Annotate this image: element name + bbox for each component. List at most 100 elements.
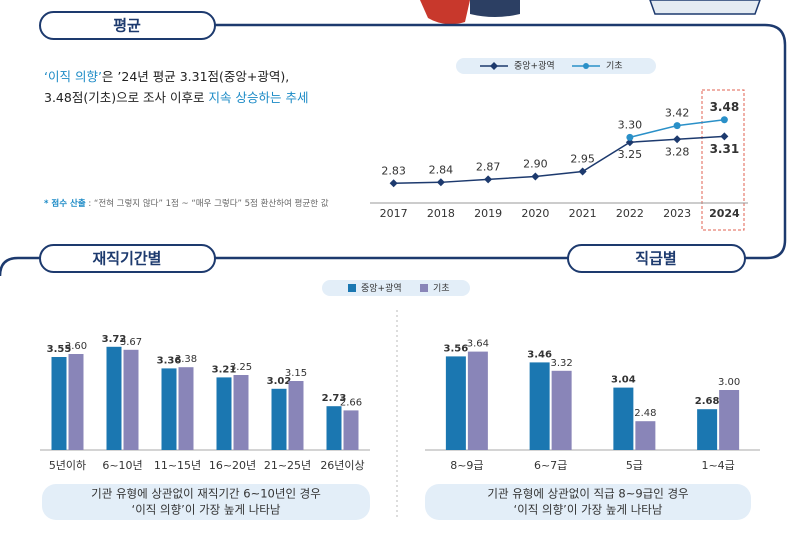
- value-label: 3.64: [467, 339, 489, 350]
- value-label: 2.66: [340, 397, 362, 408]
- summary-text: 은 ’24년 평균 3.31점(중앙+광역),: [102, 69, 289, 84]
- caption-box: [42, 484, 370, 520]
- x-tick-label: 2022: [616, 207, 644, 220]
- value-label: 3.60: [65, 341, 87, 352]
- bar: [326, 406, 342, 450]
- x-tick-label: 5급: [626, 459, 643, 472]
- note-label: * 점수 산출: [44, 198, 86, 209]
- bar: [467, 351, 488, 450]
- x-tick-label: 26년이상: [320, 459, 364, 472]
- x-tick-label: 2021: [569, 207, 597, 220]
- x-tick-label: 5년이하: [49, 458, 86, 472]
- x-tick-label: 2020: [521, 207, 549, 220]
- value-label: 2.73: [322, 393, 347, 404]
- legend-marker: [583, 63, 589, 69]
- point: [720, 116, 728, 124]
- frame-line: [0, 256, 40, 277]
- x-tick-label: 1~4급: [701, 459, 734, 472]
- value-label: 3.67: [120, 337, 142, 348]
- bar: [51, 357, 67, 450]
- value-label: 3.48: [710, 100, 740, 114]
- bar: [123, 349, 139, 450]
- point: [673, 135, 682, 144]
- bar: [551, 370, 572, 450]
- heading-pill: [39, 11, 216, 40]
- bar: [178, 367, 194, 450]
- heading: 재직기간별: [92, 250, 161, 268]
- bar: [216, 377, 232, 450]
- legend-label: 중앙+광역: [361, 282, 402, 294]
- summary-highlight: 지속 상승하는 추세: [209, 90, 309, 105]
- legend-box: [322, 280, 470, 296]
- caption: 기관 유형에 상관없이 직급 8~9급인 경우: [487, 487, 688, 501]
- bar: [68, 354, 84, 450]
- caption: ‘이직 의향’이 가장 높게 나타남: [514, 503, 663, 517]
- legend-swatch: [420, 284, 428, 292]
- x-tick-label: 2017: [380, 207, 408, 220]
- summary-text: 3.48점(기초)으로 조사 이후로: [44, 90, 209, 105]
- decor: [649, 0, 761, 15]
- value-label: 2.48: [634, 408, 656, 419]
- value-label: 2.68: [695, 396, 720, 407]
- heading-pill: [39, 244, 216, 273]
- value-label: 3.36: [157, 355, 182, 366]
- bar: [106, 346, 122, 450]
- x-tick-label: 2024: [709, 207, 740, 220]
- bar: [233, 375, 249, 450]
- value-label: 3.25: [618, 148, 643, 161]
- legend-label: 중앙+광역: [514, 60, 555, 72]
- point: [531, 172, 540, 181]
- value-label: 3.28: [665, 145, 690, 158]
- summary-highlight: ‘이직 의향’: [44, 69, 102, 84]
- value-label: 3.72: [102, 334, 127, 345]
- point: [436, 178, 445, 187]
- x-tick-label: 16~20년: [209, 459, 256, 472]
- point: [673, 122, 681, 130]
- value-label: 3.32: [550, 358, 572, 369]
- legend-box: [456, 58, 656, 74]
- bar: [271, 388, 287, 450]
- legend-marker: [490, 62, 498, 70]
- x-tick-label: 2019: [474, 207, 502, 220]
- value-label: 2.90: [523, 157, 548, 170]
- value-label: 3.30: [618, 118, 643, 131]
- note-text: : “전혀 그렇지 않다” 1점 ~ “매우 그렇다” 5점 환산하여 평균한 …: [86, 198, 329, 209]
- bar: [288, 381, 304, 450]
- point: [389, 179, 398, 188]
- summary: ‘이직 의향’은 ’24년 평균 3.31점(중앙+광역),: [44, 69, 289, 84]
- bar: [161, 368, 177, 450]
- value-label: 3.25: [230, 362, 252, 373]
- point: [578, 167, 587, 176]
- highlight-box: [701, 89, 745, 231]
- x-tick-label: 2018: [427, 207, 455, 220]
- x-tick-label: 2023: [663, 207, 691, 220]
- value-label: 3.02: [267, 376, 292, 387]
- value-label: 3.55: [47, 344, 72, 355]
- summary: 3.48점(기초)으로 조사 이후로 지속 상승하는 추세: [44, 90, 308, 105]
- point: [484, 175, 493, 184]
- heading-pill: [567, 244, 746, 273]
- caption: ‘이직 의향’이 가장 높게 나타남: [132, 503, 281, 517]
- point: [626, 133, 634, 141]
- value-label: 2.87: [476, 160, 501, 173]
- legend-label: 기초: [433, 283, 450, 294]
- caption-box: [425, 484, 751, 520]
- value-label: 3.56: [444, 343, 469, 354]
- heading: 직급별: [635, 250, 676, 268]
- bar: [343, 410, 359, 450]
- legend-swatch: [348, 284, 356, 292]
- value-label: 3.31: [710, 142, 740, 156]
- x-tick-label: 6~10년: [102, 459, 142, 472]
- caption: 기관 유형에 상관없이 재직기간 6~10년인 경우: [91, 487, 321, 501]
- point: [625, 138, 634, 147]
- x-tick-label: 8~9급: [450, 459, 483, 472]
- legend-label: 기초: [606, 61, 623, 72]
- bar: [445, 356, 466, 450]
- series-line: [393, 135, 725, 185]
- frame-line: [215, 23, 787, 260]
- value-label: 3.00: [718, 377, 740, 388]
- point: [720, 132, 729, 141]
- x-tick-label: 11~15년: [154, 459, 201, 472]
- x-tick-label: 6~7급: [534, 459, 567, 472]
- value-label: 2.95: [570, 153, 595, 166]
